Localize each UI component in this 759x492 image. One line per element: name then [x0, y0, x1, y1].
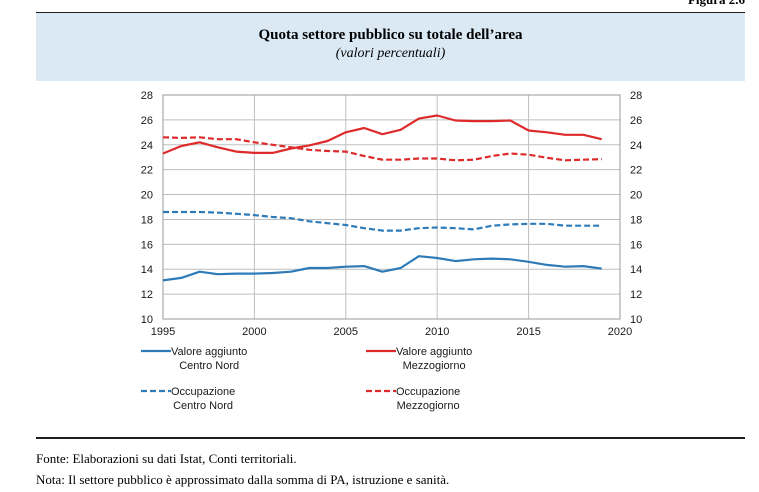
x-tick-label: 2005	[334, 326, 358, 338]
legend-label: Valore aggiunto	[171, 346, 247, 358]
y-tick-label-right: 14	[630, 264, 642, 276]
chart-subtitle: (valori percentuali)	[335, 46, 446, 61]
legend-label: Valore aggiunto	[396, 346, 472, 358]
y-tick-label-left: 24	[141, 140, 153, 152]
series-line-occupazione-mezzogiorno	[162, 136, 602, 162]
y-tick-label-right: 16	[630, 239, 642, 251]
y-tick-label-right: 20	[630, 190, 642, 202]
x-tick-label: 1995	[151, 326, 175, 338]
x-tick-label: 2010	[425, 326, 449, 338]
legend-label: Occupazione	[396, 386, 460, 398]
y-tick-label-left: 26	[141, 115, 153, 127]
chart-panel: Quota settore pubblico su totale dell’ar…	[36, 12, 745, 439]
x-tick-label: 2015	[516, 326, 540, 338]
y-tick-label-right: 26	[630, 115, 642, 127]
series-line-occupazione-centro-nord	[163, 210, 602, 232]
legend-label-line2: Centro Nord	[173, 400, 233, 412]
legend-label-line2: Mezzogiorno	[397, 400, 460, 412]
footer-notes: Fonte: Elaborazioni su dati Istat, Conti…	[36, 448, 449, 490]
legend-label-line2: Centro Nord	[179, 360, 239, 372]
y-tick-label-left: 28	[141, 90, 153, 102]
legend-label-line2: Mezzogiorno	[403, 360, 466, 372]
y-tick-label-right: 18	[630, 214, 642, 226]
y-tick-label-left: 12	[141, 289, 153, 301]
source-note: Fonte: Elaborazioni su dati Istat, Conti…	[36, 451, 297, 466]
grid-lines	[162, 94, 621, 320]
legend-label: Occupazione	[171, 386, 235, 398]
series-lines	[162, 114, 602, 282]
series-line-valore-aggiunto-centro-nord	[162, 255, 602, 282]
y-tick-label-right: 12	[630, 289, 642, 301]
y-tick-label-left: 16	[141, 239, 153, 251]
y-tick-label-left: 18	[141, 214, 153, 226]
y-tick-label-right: 10	[630, 314, 642, 326]
chart-title: Quota settore pubblico su totale dell’ar…	[258, 27, 523, 43]
y-tick-label-right: 28	[630, 90, 642, 102]
x-tick-label: 2000	[242, 326, 266, 338]
x-tick-label: 2020	[608, 326, 632, 338]
method-note: Nota: Il settore pubblico è approssimato…	[36, 472, 450, 487]
legend: Valore aggiunto Centro Nord Valore aggiunt…	[141, 346, 472, 412]
y-tick-label-left: 14	[141, 264, 153, 276]
y-tick-label-right: 24	[630, 140, 642, 152]
y-tick-label-left: 20	[141, 190, 153, 202]
plot-border	[162, 94, 621, 320]
y-tick-label-left: 22	[141, 165, 153, 177]
series-line-valore-aggiunto-mezzogiorno	[162, 114, 602, 155]
figure-label: Figura 2.6	[688, 0, 745, 8]
y-tick-label-right: 22	[630, 165, 642, 177]
chart-area: 10 10 12 12 14 14 16 16 18 18 20 20 22 22 24 24 26 26 28 28…	[36, 81, 745, 437]
y-tick-label-left: 10	[141, 314, 153, 326]
